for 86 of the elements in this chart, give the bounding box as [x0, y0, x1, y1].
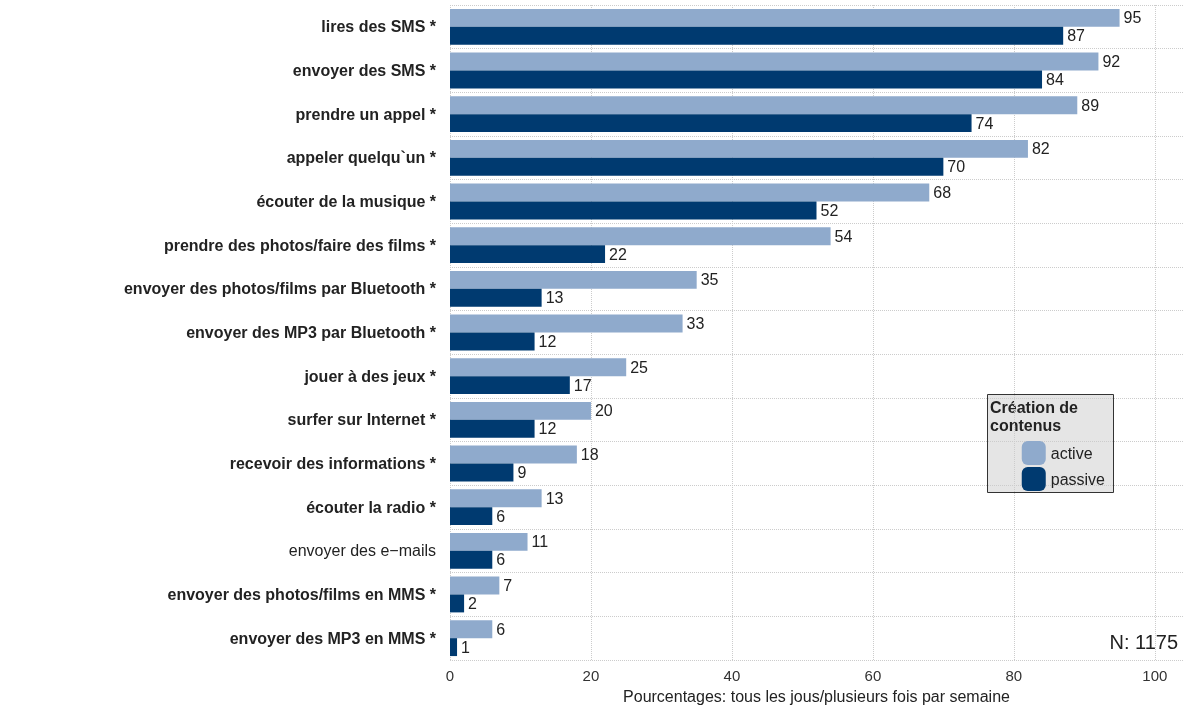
data-label: 35 — [700, 271, 719, 289]
bar — [450, 70, 1043, 89]
bar — [450, 507, 493, 526]
bar — [450, 157, 944, 176]
bar — [450, 26, 1064, 45]
bar — [450, 419, 535, 438]
data-label: 92 — [1102, 53, 1121, 71]
data-label: 95 — [1123, 9, 1142, 27]
x-tick-label: 80 — [1005, 667, 1023, 684]
x-tick-label: 60 — [864, 667, 882, 684]
bar — [450, 445, 577, 464]
data-label: 20 — [594, 402, 613, 420]
x-tick-label: 100 — [1142, 667, 1168, 684]
data-label: 52 — [820, 201, 839, 219]
bar — [450, 270, 697, 289]
bar — [450, 288, 542, 307]
data-label: 74 — [975, 114, 994, 132]
y-tick-label: lires des SMS * — [321, 18, 437, 36]
data-label: 12 — [538, 420, 557, 438]
data-label: 2 — [468, 594, 478, 612]
y-tick-label: recevoir des informations * — [229, 455, 437, 472]
data-label: 68 — [933, 184, 952, 202]
bar — [450, 183, 930, 202]
y-tick-label: surfer sur Internet * — [287, 411, 437, 429]
data-label: 70 — [947, 158, 966, 176]
y-tick-label: prendre un appel * — [295, 105, 437, 123]
data-label: 82 — [1031, 140, 1050, 158]
bar — [450, 550, 493, 569]
legend-label: active — [1050, 444, 1093, 462]
bar — [450, 594, 465, 613]
bar — [450, 576, 500, 595]
data-label: 11 — [531, 533, 549, 551]
y-tick-label: envoyer des MP3 en MMS * — [229, 629, 437, 647]
x-tick-label: 0 — [445, 667, 455, 684]
bar — [450, 227, 831, 246]
data-label: 18 — [580, 446, 599, 464]
y-tick-label: écouter la radio * — [306, 498, 437, 516]
bar — [450, 245, 606, 264]
data-label: 6 — [496, 551, 506, 569]
data-label: 9 — [517, 463, 527, 481]
data-label: 13 — [545, 289, 564, 307]
y-tick-label: écouter de la musique * — [256, 193, 437, 210]
bar — [450, 201, 817, 220]
y-tick-label: envoyer des photos/films par Bluetooth * — [123, 280, 437, 298]
y-tick-label: appeler quelqu`un * — [286, 149, 437, 167]
bar — [450, 532, 528, 551]
bar — [450, 620, 493, 639]
data-label: 6 — [496, 620, 506, 638]
bar — [450, 401, 591, 420]
y-tick-label: jouer à des jeux * — [303, 367, 437, 385]
data-label: 1 — [461, 638, 471, 656]
bar — [450, 52, 1099, 71]
data-label: 7 — [503, 577, 513, 595]
legend-label: passive — [1050, 470, 1106, 488]
data-label: 13 — [545, 489, 564, 507]
x-tick-label: 40 — [723, 667, 741, 684]
data-label: 87 — [1067, 27, 1086, 45]
x-tick-label: 20 — [582, 667, 600, 684]
legend-title: Création de contenus — [990, 398, 1083, 434]
bar — [450, 489, 542, 508]
x-axis-title: Pourcentages: tous les jous/plusieurs fois par semaine — [623, 687, 1011, 705]
data-label: 89 — [1081, 96, 1100, 114]
bar — [450, 314, 683, 333]
bar — [450, 358, 627, 377]
y-tick-label: envoyer des photos/films en MMS * — [167, 586, 437, 603]
data-label: 84 — [1046, 70, 1064, 88]
bar — [450, 139, 1028, 158]
bar — [450, 376, 570, 395]
annotation: N: 1175 — [1109, 631, 1179, 653]
y-tick-label: envoyer des MP3 par Bluetooth * — [186, 324, 437, 341]
bar — [450, 463, 514, 482]
bar — [450, 332, 535, 351]
y-tick-label: prendre des photos/faire des films * — [163, 236, 437, 254]
data-label: 17 — [573, 376, 592, 394]
bar — [450, 8, 1120, 27]
y-tick-label: envoyer des SMS * — [292, 62, 437, 79]
data-label: 33 — [686, 315, 705, 333]
y-tick-label: envoyer des e−mails — [288, 542, 436, 560]
bar — [450, 638, 458, 657]
data-label: 25 — [630, 358, 649, 376]
data-label: 6 — [496, 507, 506, 525]
data-label: 12 — [538, 332, 557, 350]
data-label: 22 — [609, 245, 627, 263]
bar — [450, 114, 972, 133]
bar — [450, 96, 1078, 115]
data-label: 54 — [834, 227, 853, 245]
